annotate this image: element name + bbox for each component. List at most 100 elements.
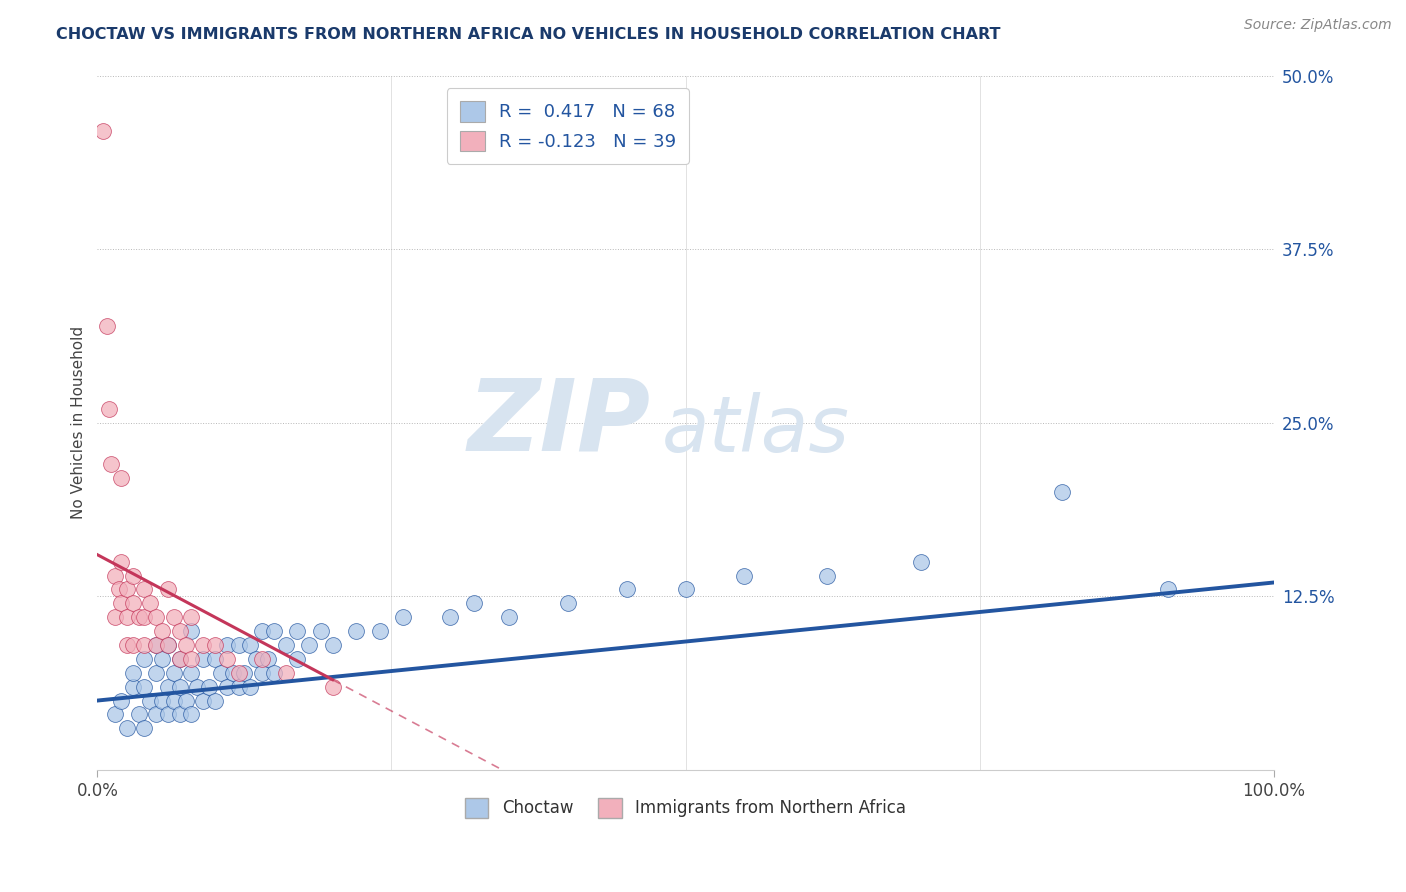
Point bbox=[145, 707, 167, 722]
Point bbox=[134, 722, 156, 736]
Point bbox=[498, 610, 520, 624]
Point bbox=[204, 638, 226, 652]
Point bbox=[156, 582, 179, 597]
Point bbox=[392, 610, 415, 624]
Point bbox=[733, 568, 755, 582]
Point bbox=[110, 471, 132, 485]
Point bbox=[285, 652, 308, 666]
Y-axis label: No Vehicles in Household: No Vehicles in Household bbox=[72, 326, 86, 519]
Point bbox=[134, 652, 156, 666]
Point bbox=[204, 693, 226, 707]
Point bbox=[96, 318, 118, 333]
Text: Source: ZipAtlas.com: Source: ZipAtlas.com bbox=[1244, 18, 1392, 32]
Point bbox=[156, 707, 179, 722]
Point bbox=[557, 596, 579, 610]
Point bbox=[139, 596, 162, 610]
Point bbox=[1050, 485, 1073, 500]
Point bbox=[193, 693, 215, 707]
Text: ZIP: ZIP bbox=[467, 375, 651, 471]
Point bbox=[104, 707, 127, 722]
Point bbox=[204, 652, 226, 666]
Point bbox=[110, 596, 132, 610]
Point bbox=[616, 582, 638, 597]
Point bbox=[228, 680, 250, 694]
Point bbox=[215, 652, 238, 666]
Point bbox=[110, 555, 132, 569]
Point bbox=[134, 680, 156, 694]
Point bbox=[163, 665, 186, 680]
Point bbox=[239, 680, 262, 694]
Point bbox=[145, 638, 167, 652]
Point bbox=[134, 582, 156, 597]
Point bbox=[250, 652, 273, 666]
Point bbox=[257, 652, 280, 666]
Point bbox=[186, 680, 208, 694]
Point bbox=[263, 624, 285, 639]
Point bbox=[115, 582, 138, 597]
Point bbox=[128, 707, 150, 722]
Point bbox=[675, 582, 697, 597]
Point bbox=[198, 680, 221, 694]
Point bbox=[309, 624, 332, 639]
Point bbox=[274, 638, 297, 652]
Point bbox=[145, 638, 167, 652]
Point bbox=[121, 680, 143, 694]
Point bbox=[134, 638, 156, 652]
Point bbox=[344, 624, 367, 639]
Point bbox=[180, 624, 202, 639]
Point bbox=[439, 610, 461, 624]
Point bbox=[110, 693, 132, 707]
Point bbox=[139, 693, 162, 707]
Point bbox=[150, 693, 173, 707]
Point bbox=[322, 638, 344, 652]
Point bbox=[121, 665, 143, 680]
Point bbox=[180, 707, 202, 722]
Point bbox=[104, 610, 127, 624]
Point bbox=[180, 665, 202, 680]
Point bbox=[193, 638, 215, 652]
Point bbox=[250, 665, 273, 680]
Point bbox=[233, 665, 256, 680]
Point bbox=[174, 693, 197, 707]
Point bbox=[115, 638, 138, 652]
Point bbox=[169, 652, 191, 666]
Point bbox=[121, 568, 143, 582]
Point bbox=[228, 665, 250, 680]
Point bbox=[169, 680, 191, 694]
Point bbox=[215, 638, 238, 652]
Point bbox=[115, 722, 138, 736]
Point bbox=[221, 665, 243, 680]
Point bbox=[150, 652, 173, 666]
Point bbox=[156, 638, 179, 652]
Point bbox=[150, 624, 173, 639]
Point bbox=[193, 652, 215, 666]
Point bbox=[245, 652, 267, 666]
Point bbox=[163, 693, 186, 707]
Point bbox=[104, 568, 127, 582]
Point bbox=[121, 638, 143, 652]
Point bbox=[910, 555, 932, 569]
Point bbox=[98, 401, 121, 416]
Point bbox=[815, 568, 838, 582]
Point bbox=[298, 638, 321, 652]
Point bbox=[145, 665, 167, 680]
Point bbox=[209, 665, 232, 680]
Point bbox=[1157, 582, 1180, 597]
Point bbox=[128, 610, 150, 624]
Point bbox=[215, 680, 238, 694]
Point bbox=[274, 665, 297, 680]
Point bbox=[322, 680, 344, 694]
Point bbox=[239, 638, 262, 652]
Point bbox=[228, 638, 250, 652]
Point bbox=[174, 638, 197, 652]
Point bbox=[180, 652, 202, 666]
Text: CHOCTAW VS IMMIGRANTS FROM NORTHERN AFRICA NO VEHICLES IN HOUSEHOLD CORRELATION : CHOCTAW VS IMMIGRANTS FROM NORTHERN AFRI… bbox=[56, 27, 1001, 42]
Point bbox=[100, 458, 122, 472]
Point bbox=[156, 680, 179, 694]
Point bbox=[463, 596, 485, 610]
Point bbox=[285, 624, 308, 639]
Point bbox=[163, 610, 186, 624]
Point bbox=[156, 638, 179, 652]
Point bbox=[145, 610, 167, 624]
Point bbox=[169, 707, 191, 722]
